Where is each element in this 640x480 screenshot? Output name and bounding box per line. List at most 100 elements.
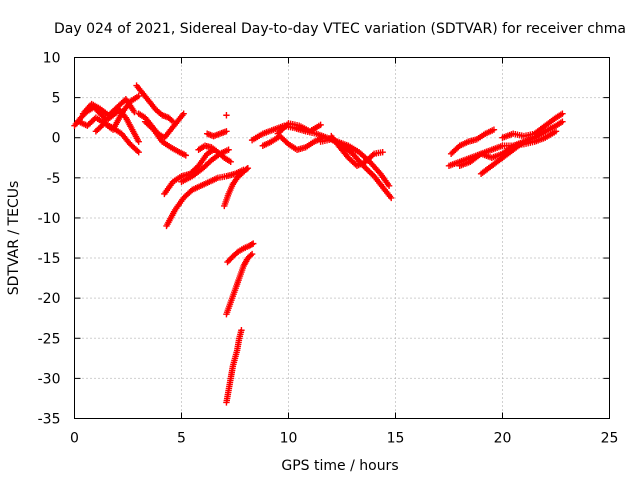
data-trail [490, 155, 505, 168]
data-trail [230, 249, 241, 259]
series-arc-17 [223, 327, 245, 406]
data-point [388, 194, 395, 202]
series-arc-14 [221, 165, 252, 210]
series-arc-12 [203, 128, 230, 140]
data-trail [197, 143, 207, 152]
data-trail [190, 166, 205, 179]
x-tick-label: 15 [387, 431, 405, 447]
data-point [223, 128, 230, 135]
data-trail [223, 389, 232, 404]
data-trail [367, 160, 383, 176]
data-trail [128, 142, 141, 155]
data-point [248, 250, 256, 258]
data-trail [141, 92, 152, 104]
series-arc-20 [274, 120, 324, 137]
data-trail [173, 196, 186, 212]
data-trail [222, 155, 233, 164]
y-tick-label: 5 [52, 91, 61, 107]
x-tick-label: 5 [177, 431, 186, 447]
data-point [379, 148, 386, 156]
data-trail [543, 115, 558, 128]
data-trail [90, 101, 102, 112]
data-trail [221, 192, 232, 208]
series-arc-5 [133, 82, 177, 125]
data-trail [363, 151, 376, 164]
y-tick-label: -25 [38, 331, 61, 347]
data-point [559, 118, 566, 125]
series-arc-24 [447, 126, 498, 157]
data-trail [199, 179, 211, 189]
data-trail [382, 188, 394, 200]
data-trail [128, 93, 141, 104]
data-trail [180, 173, 194, 185]
data-trail [162, 180, 175, 196]
data-point [227, 158, 234, 165]
data-trail [168, 120, 180, 132]
plot-frame [74, 57, 610, 419]
series-arc-22 [328, 132, 386, 169]
data-trail [312, 135, 325, 145]
data-point [225, 146, 232, 153]
data-trail [119, 132, 133, 146]
data-trail [297, 123, 312, 134]
data-point [249, 240, 257, 247]
data-trail [129, 128, 141, 144]
data-trail [209, 145, 220, 155]
data-trail [175, 112, 186, 124]
data-trail [511, 139, 526, 152]
data-trail [190, 183, 203, 193]
data-trail [160, 112, 171, 121]
data-trail [196, 152, 210, 168]
data-trail [475, 131, 487, 142]
data-trail [205, 147, 216, 156]
data-trail [151, 128, 165, 144]
data-point [223, 112, 230, 119]
series-arc-11 [195, 142, 234, 165]
x-tick-label: 0 [70, 431, 79, 447]
data-trail [483, 127, 496, 137]
x-tick-label: 20 [494, 431, 512, 447]
data-trail [177, 149, 188, 158]
data-trail [154, 107, 164, 118]
data-trail [226, 182, 236, 196]
data-trail [236, 329, 245, 340]
series-arc-27 [499, 110, 566, 141]
data-trail [123, 97, 137, 114]
data-trail [554, 111, 565, 120]
data-marks [71, 82, 566, 406]
y-tick-label: -20 [38, 291, 61, 307]
y-tick-labels: 10 5 0 -5 -10 -15 -20 -25 -30 -35 [38, 51, 61, 428]
y-tick-label: 10 [43, 51, 61, 67]
data-trail [203, 142, 214, 151]
data-trail [111, 107, 122, 118]
data-trail [218, 128, 229, 137]
data-trail [458, 139, 470, 149]
data-point [552, 128, 560, 135]
x-axis-label: GPS time / hours [281, 458, 398, 474]
data-point [135, 138, 142, 145]
data-point [131, 108, 138, 116]
data-trail [216, 150, 226, 160]
data-trail [500, 147, 515, 160]
data-point [135, 148, 142, 156]
data-trail [543, 123, 558, 134]
data-trail [164, 208, 178, 228]
x-tick-label: 10 [280, 431, 298, 447]
y-tick-label: -5 [47, 171, 61, 187]
data-trail [373, 149, 384, 157]
data-trail [250, 131, 265, 143]
data-trail [171, 174, 183, 184]
data-trail [123, 116, 135, 132]
data-trail [143, 119, 156, 132]
data-trail [532, 123, 547, 136]
data-trail [137, 111, 147, 120]
data-trail [554, 119, 565, 128]
y-tick-label: 0 [52, 131, 61, 147]
y-tick-label: -30 [38, 371, 61, 387]
data-trail [239, 167, 248, 176]
data-trail [241, 256, 251, 268]
data-trail [340, 143, 355, 156]
data-trail [261, 139, 273, 149]
data-point [559, 110, 566, 117]
data-trail [230, 357, 238, 368]
